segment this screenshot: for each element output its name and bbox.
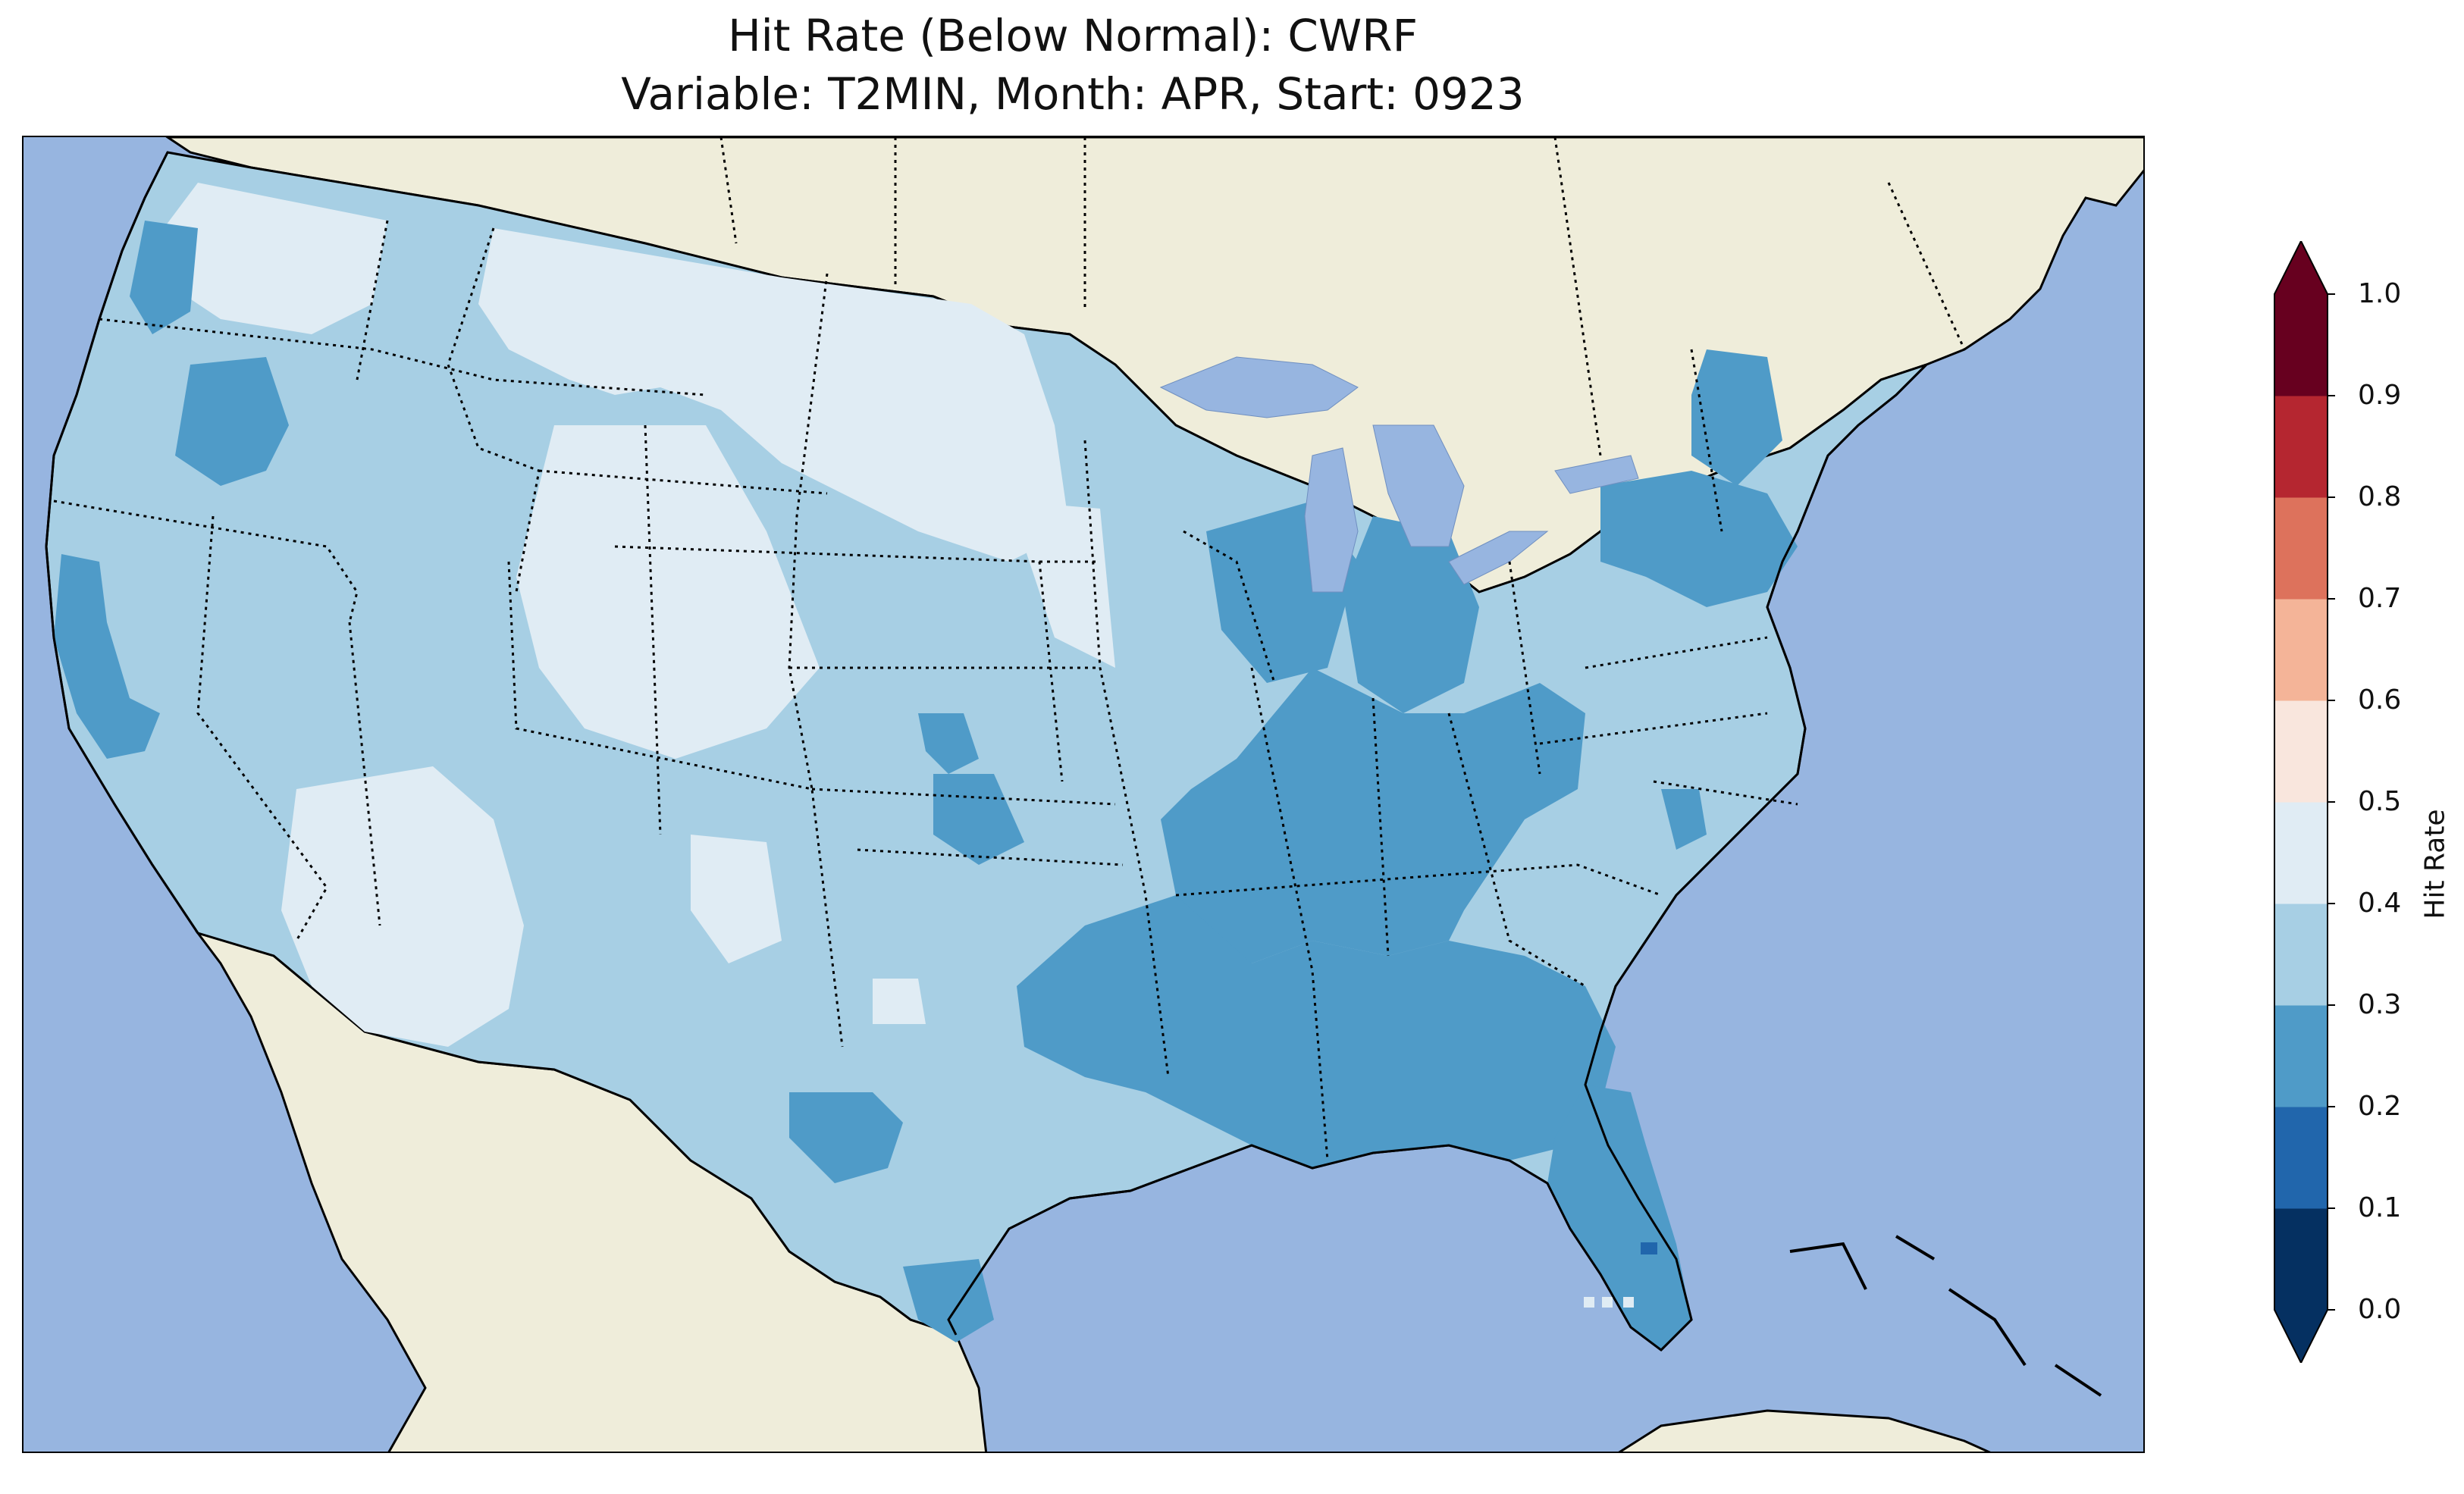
class-0.4-0.5: [152, 183, 1115, 1047]
lake-ontario: [1554, 455, 1639, 494]
colorbar-extend-min: [2274, 1310, 2328, 1363]
colorbar-bin: [2274, 396, 2328, 498]
map-panel: [22, 136, 2145, 1453]
colorbar-tick-label: 0.2: [2358, 1091, 2402, 1122]
colorbar-tick-label: 0.3: [2358, 989, 2402, 1020]
cuba-land: [1618, 1409, 1991, 1452]
colorbar: [2274, 241, 2335, 1363]
colorbar-label: Hit Rate: [2419, 809, 2451, 919]
colorbar-tick-label: 0.0: [2358, 1294, 2402, 1325]
colorbar-bin: [2274, 1005, 2328, 1107]
colorbar-tick-label: 0.6: [2358, 684, 2402, 716]
colorbar-tick-label: 0.9: [2358, 380, 2402, 411]
keys-cell-c: [1623, 1297, 1634, 1308]
colorbar-extend-max: [2274, 241, 2328, 294]
colorbar-bin: [2274, 904, 2328, 1006]
colorbar-tick-label: 0.1: [2358, 1192, 2402, 1223]
colorbar-bin: [2274, 294, 2328, 396]
conus-map: [24, 137, 2143, 1452]
keys-cell-b: [1602, 1297, 1613, 1308]
colorbar-tick-label: 0.5: [2358, 786, 2402, 817]
colorbar-bin: [2274, 497, 2328, 600]
colorbar-bin: [2274, 599, 2328, 701]
coastline: [45, 152, 1928, 1351]
lake-erie: [1448, 531, 1549, 585]
class-0.2-0.3: [54, 221, 1798, 1350]
bahamas-islands: [1789, 1235, 2102, 1397]
colorbar-bin: [2274, 700, 2328, 803]
great-lakes: [1159, 356, 1639, 593]
state-borders: [53, 137, 1966, 1161]
colorbar-tick-label: 0.8: [2358, 481, 2402, 512]
hit-rate-field: [45, 151, 1928, 1351]
keys-cell-a: [1584, 1297, 1594, 1308]
map-subtitle: Variable: T2MIN, Month: APR, Start: 0923: [621, 68, 1525, 120]
colorbar-bin: [2274, 802, 2328, 904]
colorbar-bin: [2274, 1208, 2328, 1311]
colorbar-tick-label: 0.7: [2358, 583, 2402, 614]
map-title: Hit Rate (Below Normal): CWRF: [728, 10, 1418, 61]
lake-huron: [1372, 424, 1465, 547]
colorbar-tick-label: 0.4: [2358, 888, 2402, 919]
class-0.1-0.2: [1641, 1242, 1657, 1254]
lake-michigan: [1304, 447, 1359, 593]
colorbar-bin: [2274, 1107, 2328, 1209]
lake-superior: [1159, 356, 1359, 418]
colorbar-tick-label: 1.0: [2358, 278, 2402, 309]
